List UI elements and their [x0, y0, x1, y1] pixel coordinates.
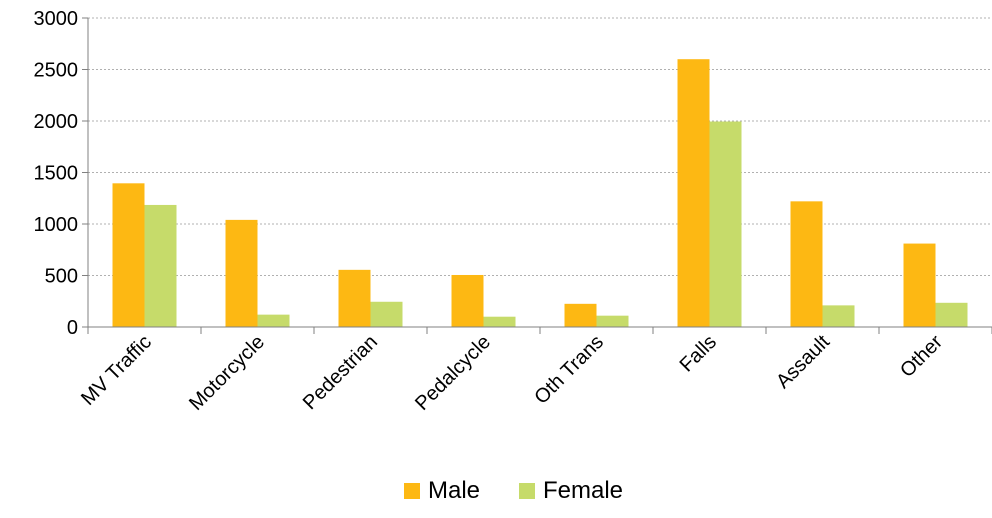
x-axis: MV Traffic Motorcycle Pedestrian Pedalcycle…: [77, 326, 992, 415]
legend-swatch-male: [404, 483, 420, 499]
bar-male: [564, 303, 597, 327]
bar-male: [225, 219, 258, 327]
x-category-label: Pedestrian: [299, 331, 382, 414]
x-category-label: Falls: [676, 331, 721, 376]
y-tick-label: 3000: [34, 8, 79, 30]
bar-male: [451, 274, 484, 327]
bar-female: [822, 305, 855, 327]
y-tick-label: 1000: [34, 214, 79, 236]
bars: [112, 59, 968, 327]
bar-female: [935, 302, 968, 327]
bar-male: [677, 59, 710, 327]
bar-female: [144, 204, 177, 327]
y-tick-label: 2500: [34, 60, 79, 82]
y-tick-label: 1500: [34, 163, 79, 185]
x-category-label: Assault: [772, 331, 834, 393]
legend-label-female: Female: [543, 477, 623, 504]
gridlines: [88, 17, 992, 276]
bar-male: [903, 243, 936, 327]
y-tick-label: 500: [45, 266, 78, 288]
bar-female: [596, 315, 629, 327]
bar-female: [483, 316, 516, 327]
bar-male: [790, 201, 823, 327]
bar-female: [370, 301, 403, 327]
legend-swatch-female: [519, 483, 535, 499]
bar-male: [338, 269, 371, 327]
x-category-label: Motorcycle: [185, 331, 269, 415]
legend: Male Female: [404, 477, 623, 504]
x-category-label: Other: [896, 331, 947, 382]
y-tick-label: 0: [67, 317, 78, 339]
x-category-label: Pedalcycle: [411, 331, 495, 415]
legend-label-male: Male: [428, 477, 480, 504]
y-tick-label: 2000: [34, 111, 79, 133]
bar-male: [112, 183, 145, 327]
x-category-label: MV Traffic: [77, 331, 156, 410]
y-axis: 0 500 1000 1500 2000 2500 3000: [34, 8, 89, 339]
x-category-label: Oth Trans: [530, 331, 608, 409]
bar-female: [709, 121, 742, 327]
bar-female: [257, 314, 290, 327]
